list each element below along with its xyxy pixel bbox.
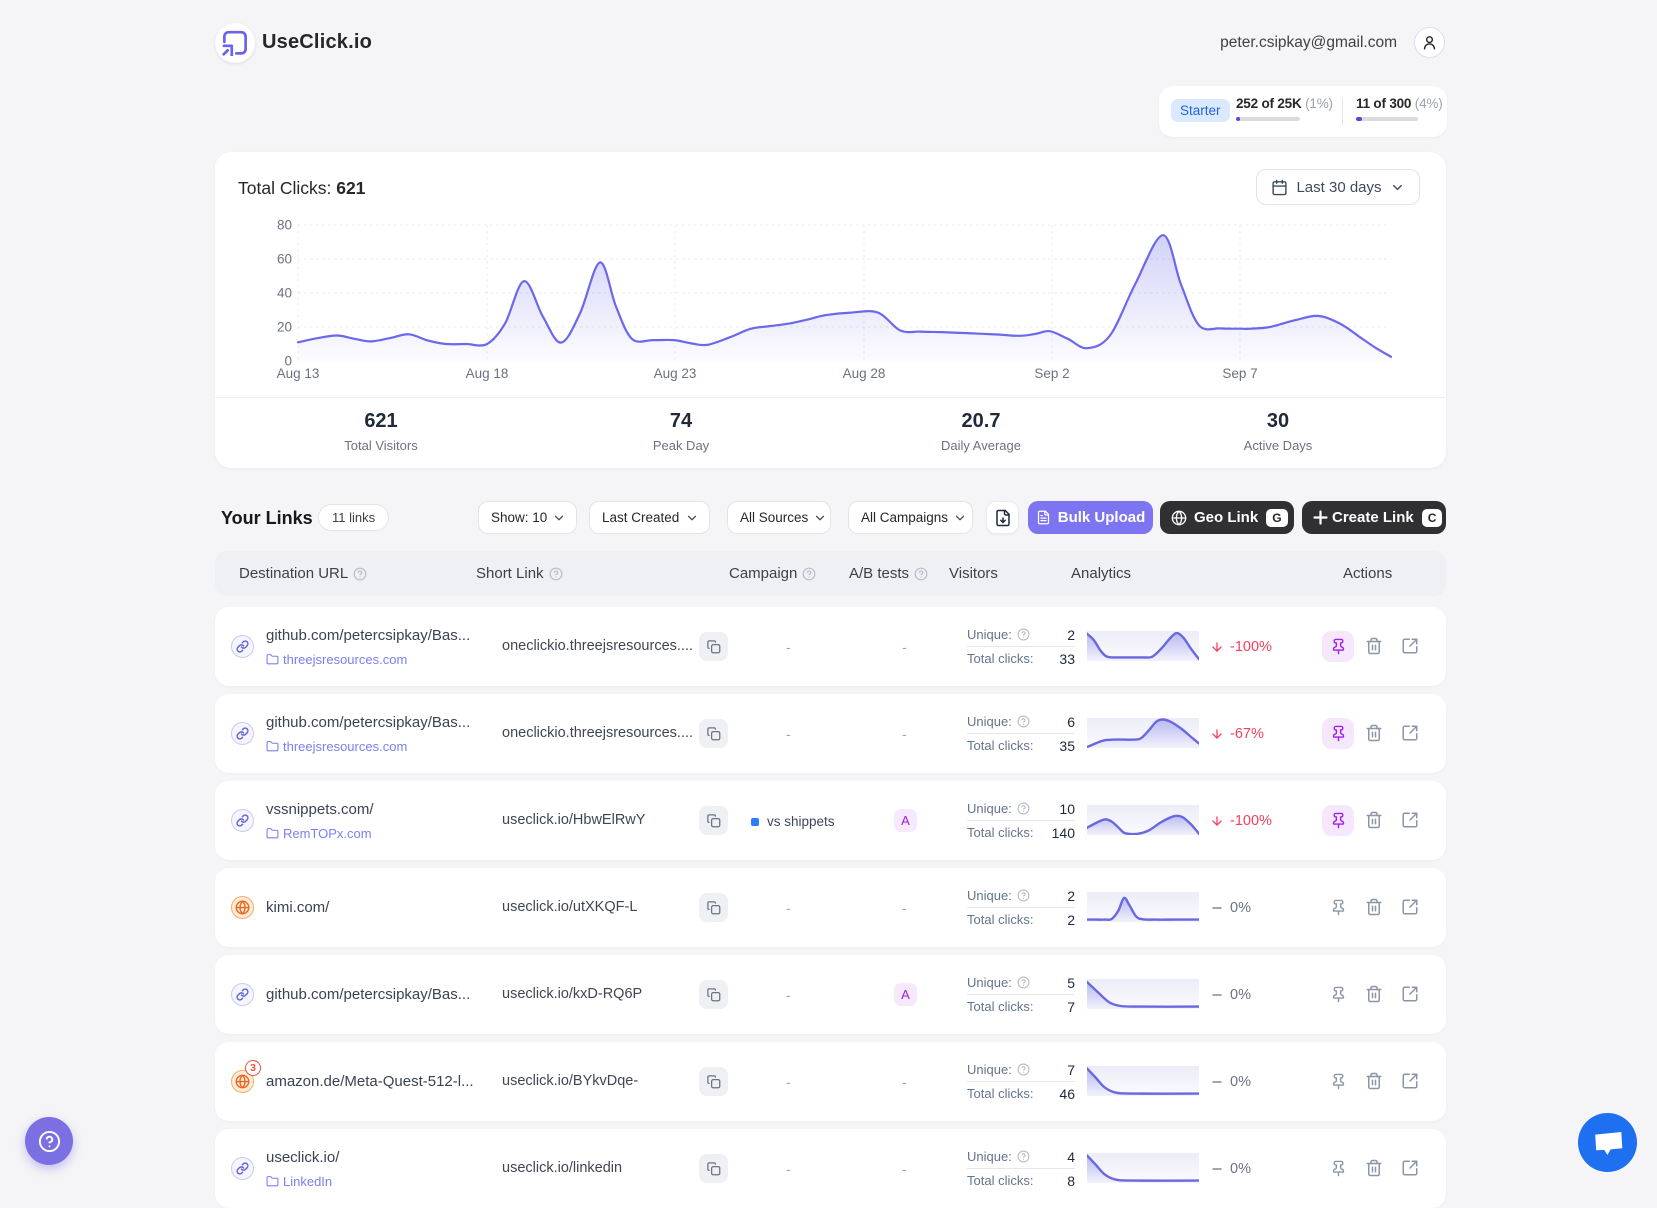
svg-text:0: 0 — [284, 354, 292, 369]
svg-text:Sep 2: Sep 2 — [1034, 366, 1069, 381]
svg-text:60: 60 — [277, 252, 292, 267]
svg-text:Aug 23: Aug 23 — [654, 366, 697, 381]
svg-text:40: 40 — [277, 286, 292, 301]
svg-text:80: 80 — [277, 218, 292, 233]
svg-text:20: 20 — [277, 320, 292, 335]
svg-text:Aug 28: Aug 28 — [843, 366, 886, 381]
svg-text:Aug 18: Aug 18 — [466, 366, 509, 381]
svg-text:Sep 7: Sep 7 — [1222, 366, 1257, 381]
svg-text:Aug 13: Aug 13 — [277, 366, 320, 381]
